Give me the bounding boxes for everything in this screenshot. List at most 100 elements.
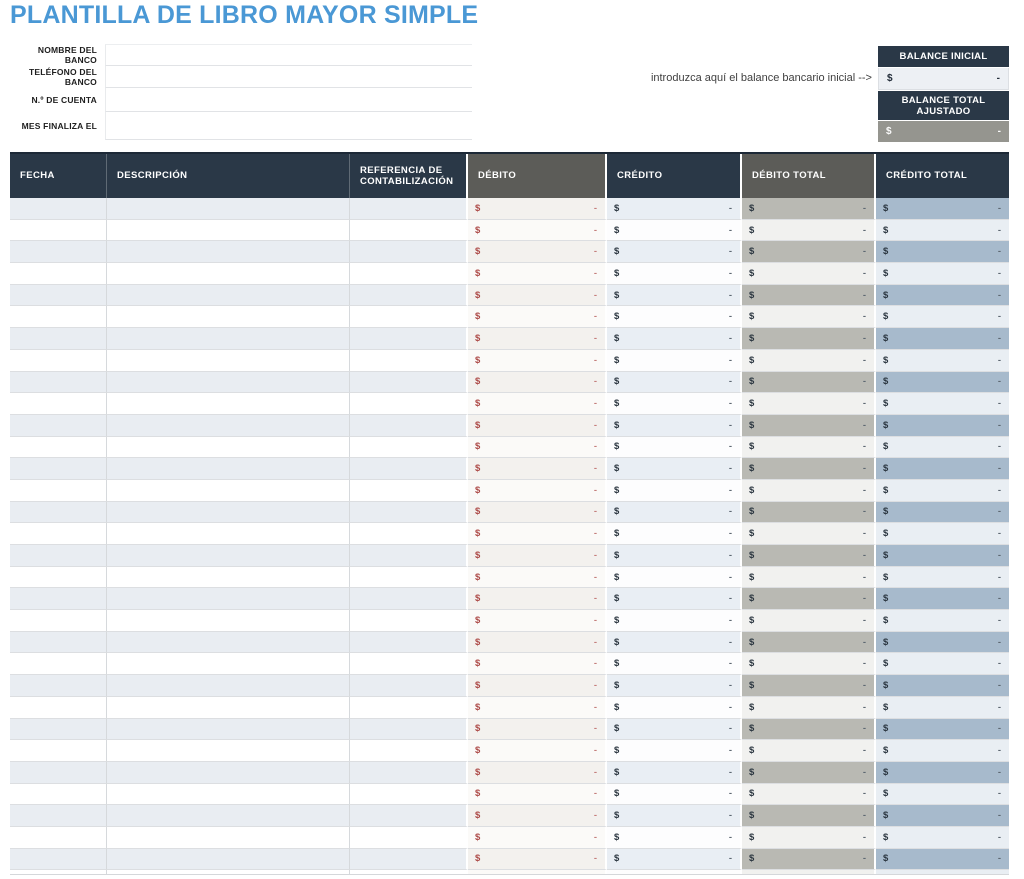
- cell-credito[interactable]: $-: [607, 653, 742, 676]
- cell-debito-total[interactable]: $-: [742, 783, 876, 806]
- cell-debito[interactable]: $-: [468, 306, 607, 329]
- cell-referencia[interactable]: [350, 848, 468, 871]
- cell-descripcion[interactable]: [107, 349, 350, 372]
- cell-credito[interactable]: $-: [607, 479, 742, 502]
- cell-debito-total[interactable]: $-: [742, 566, 876, 589]
- cell-debito[interactable]: $-: [468, 805, 607, 827]
- cell-credito-total[interactable]: $-: [876, 501, 1009, 524]
- cell-credito[interactable]: $-: [607, 588, 742, 611]
- cell-credito-total[interactable]: $-: [876, 263, 1009, 285]
- cell-debito[interactable]: $-: [468, 219, 607, 242]
- cell-debito-total[interactable]: $-: [742, 826, 876, 849]
- cell-descripcion[interactable]: [107, 501, 350, 524]
- cell-credito-total[interactable]: $-: [876, 306, 1009, 329]
- cell-debito[interactable]: $-: [468, 414, 607, 437]
- cell-credito[interactable]: $-: [607, 501, 742, 524]
- cell-debito-total[interactable]: $-: [742, 653, 876, 676]
- cell-credito-total[interactable]: $-: [876, 848, 1009, 871]
- cell-fecha[interactable]: [10, 328, 107, 350]
- cell-fecha[interactable]: [10, 479, 107, 502]
- cell-debito-total[interactable]: $-: [742, 436, 876, 459]
- cell-debito[interactable]: $-: [468, 696, 607, 719]
- cell-debito-total[interactable]: $-: [742, 328, 876, 350]
- cell-debito[interactable]: $-: [468, 198, 607, 220]
- cell-credito[interactable]: $-: [607, 349, 742, 372]
- cell-debito[interactable]: $-: [468, 458, 607, 480]
- cell-descripcion[interactable]: [107, 783, 350, 806]
- cell-descripcion[interactable]: [107, 566, 350, 589]
- cell-credito-total[interactable]: $-: [876, 479, 1009, 502]
- cell-debito-total[interactable]: $-: [742, 458, 876, 480]
- cell-debito[interactable]: $-: [468, 263, 607, 285]
- cell-credito-total[interactable]: $-: [876, 631, 1009, 654]
- cell-debito[interactable]: $-: [468, 284, 607, 307]
- cell-debito[interactable]: $-: [468, 718, 607, 741]
- cell-debito-total[interactable]: $-: [742, 675, 876, 697]
- cell-fecha[interactable]: [10, 610, 107, 632]
- cell-credito-total[interactable]: $-: [876, 740, 1009, 762]
- cell-descripcion[interactable]: [107, 328, 350, 350]
- cell-fecha[interactable]: [10, 284, 107, 307]
- cell-debito-total[interactable]: $-: [742, 870, 876, 874]
- cell-referencia[interactable]: [350, 349, 468, 372]
- cell-debito-total[interactable]: $-: [742, 501, 876, 524]
- cell-credito[interactable]: $-: [607, 414, 742, 437]
- cell-fecha[interactable]: [10, 371, 107, 394]
- cell-descripcion[interactable]: [107, 653, 350, 676]
- cell-fecha[interactable]: [10, 696, 107, 719]
- account-number-field[interactable]: [106, 88, 472, 111]
- cell-credito[interactable]: $-: [607, 848, 742, 871]
- cell-fecha[interactable]: [10, 631, 107, 654]
- cell-debito-total[interactable]: $-: [742, 219, 876, 242]
- cell-credito[interactable]: $-: [607, 870, 742, 874]
- cell-debito-total[interactable]: $-: [742, 241, 876, 264]
- cell-referencia[interactable]: [350, 588, 468, 611]
- cell-fecha[interactable]: [10, 805, 107, 827]
- cell-debito-total[interactable]: $-: [742, 306, 876, 329]
- bank-phone-field-cell[interactable]: [105, 66, 472, 88]
- cell-fecha[interactable]: [10, 349, 107, 372]
- cell-credito-total[interactable]: $-: [876, 826, 1009, 849]
- cell-descripcion[interactable]: [107, 740, 350, 762]
- cell-credito-total[interactable]: $-: [876, 436, 1009, 459]
- cell-debito[interactable]: $-: [468, 675, 607, 697]
- month-ending-field-cell[interactable]: [105, 112, 472, 140]
- cell-fecha[interactable]: [10, 414, 107, 437]
- cell-debito[interactable]: $-: [468, 523, 607, 545]
- cell-fecha[interactable]: [10, 740, 107, 762]
- cell-credito-total[interactable]: $-: [876, 393, 1009, 415]
- cell-referencia[interactable]: [350, 631, 468, 654]
- cell-fecha[interactable]: [10, 588, 107, 611]
- bank-name-field-cell[interactable]: [105, 44, 472, 66]
- cell-fecha[interactable]: [10, 501, 107, 524]
- cell-descripcion[interactable]: [107, 610, 350, 632]
- cell-credito-total[interactable]: $-: [876, 349, 1009, 372]
- cell-debito[interactable]: $-: [468, 479, 607, 502]
- cell-debito-total[interactable]: $-: [742, 805, 876, 827]
- cell-credito-total[interactable]: $-: [876, 783, 1009, 806]
- cell-descripcion[interactable]: [107, 436, 350, 459]
- cell-credito-total[interactable]: $-: [876, 718, 1009, 741]
- cell-referencia[interactable]: [350, 436, 468, 459]
- cell-referencia[interactable]: [350, 740, 468, 762]
- cell-referencia[interactable]: [350, 718, 468, 741]
- cell-debito-total[interactable]: $-: [742, 631, 876, 654]
- cell-descripcion[interactable]: [107, 545, 350, 567]
- cell-fecha[interactable]: [10, 783, 107, 806]
- cell-descripcion[interactable]: [107, 284, 350, 307]
- cell-descripcion[interactable]: [107, 761, 350, 784]
- cell-debito-total[interactable]: $-: [742, 371, 876, 394]
- cell-referencia[interactable]: [350, 566, 468, 589]
- cell-debito[interactable]: $-: [468, 436, 607, 459]
- cell-referencia[interactable]: [350, 371, 468, 394]
- cell-debito-total[interactable]: $-: [742, 479, 876, 502]
- cell-debito[interactable]: $-: [468, 393, 607, 415]
- cell-debito-total[interactable]: $-: [742, 718, 876, 741]
- cell-descripcion[interactable]: [107, 306, 350, 329]
- cell-debito-total[interactable]: $-: [742, 284, 876, 307]
- cell-descripcion[interactable]: [107, 263, 350, 285]
- cell-credito-total[interactable]: $-: [876, 284, 1009, 307]
- cell-fecha[interactable]: [10, 826, 107, 849]
- cell-referencia[interactable]: [350, 610, 468, 632]
- cell-credito-total[interactable]: $-: [876, 761, 1009, 784]
